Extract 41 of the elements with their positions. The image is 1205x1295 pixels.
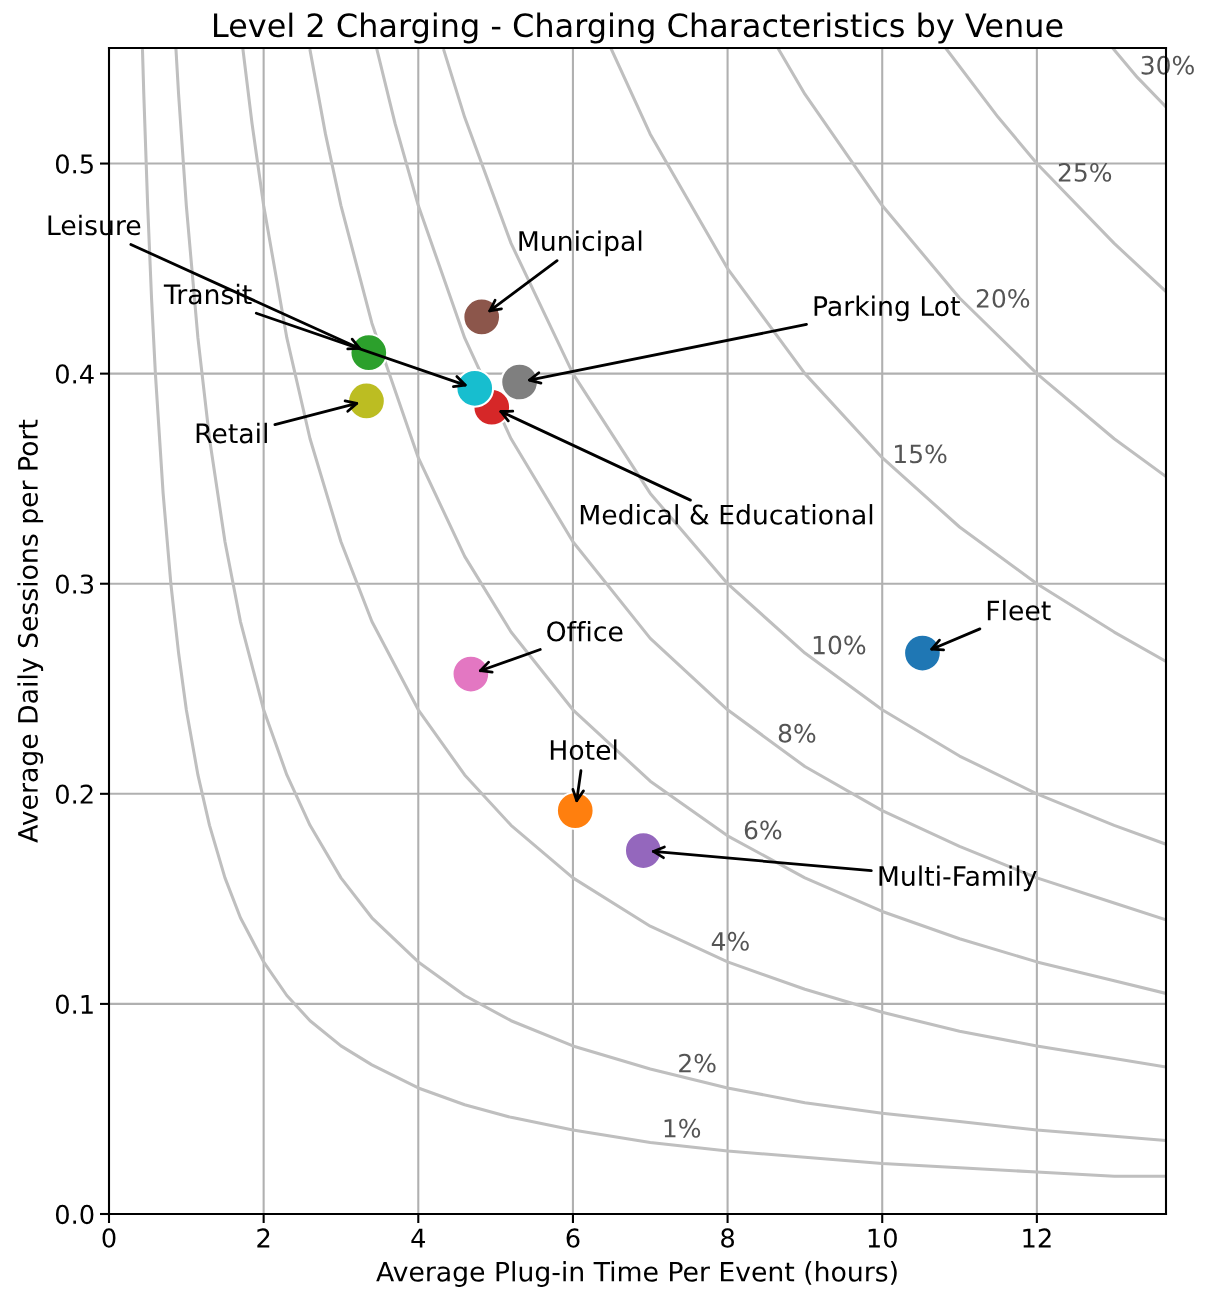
y-axis-title: Average Daily Sessions per Port bbox=[17, 419, 44, 843]
annotation: 1% bbox=[664, 1118, 701, 1138]
x-tick-label: 8 bbox=[721, 1228, 734, 1248]
point bbox=[555, 791, 595, 831]
y-tick-label: 0.4 bbox=[55, 364, 94, 384]
text: Medical & Educational bbox=[580, 504, 873, 525]
point bbox=[500, 362, 539, 402]
series-label: Hotel bbox=[550, 739, 617, 761]
series-label: Municipal bbox=[519, 230, 642, 257]
x-tick-label: 0 bbox=[102, 1228, 116, 1248]
text: Parking Lot bbox=[814, 295, 960, 322]
text: Fleet bbox=[987, 599, 1051, 621]
x-tick-label: 4 bbox=[411, 1228, 426, 1248]
x-tick-label: 2 bbox=[257, 1228, 270, 1248]
chart-title: Level 2 Charging - Charging Characteristics by Venue bbox=[214, 12, 1063, 44]
annotation: 6% bbox=[744, 820, 782, 840]
annotation: 8% bbox=[778, 723, 816, 743]
annotation: 10% bbox=[813, 635, 866, 655]
text: Multi-Family bbox=[879, 865, 1037, 892]
text: Office bbox=[547, 620, 623, 642]
y-tick-label: 0.5 bbox=[55, 154, 93, 174]
annotation: 2% bbox=[679, 1053, 716, 1073]
point bbox=[623, 831, 663, 870]
point bbox=[455, 368, 495, 408]
annotation: 15% bbox=[895, 444, 947, 464]
annotation: 4% bbox=[711, 931, 749, 951]
x-axis-title: Average Plug-in Time Per Event (hours) bbox=[376, 1261, 897, 1287]
annotation: 25% bbox=[1058, 162, 1112, 182]
point bbox=[451, 654, 491, 694]
x-tick-label: 10 bbox=[868, 1228, 897, 1248]
text: Retail bbox=[196, 422, 267, 444]
point bbox=[347, 381, 386, 421]
annotation: 20% bbox=[976, 288, 1030, 308]
point bbox=[462, 297, 502, 337]
x-tick-label: 12 bbox=[1023, 1228, 1051, 1248]
y-tick-label: 0.2 bbox=[55, 784, 93, 804]
y-tick-label: 0.1 bbox=[55, 994, 93, 1015]
y-tick-label: 0.3 bbox=[55, 574, 94, 594]
point bbox=[903, 633, 942, 673]
x-tick-label: 6 bbox=[566, 1228, 580, 1248]
y-tick-label: 0.0 bbox=[55, 1204, 94, 1225]
